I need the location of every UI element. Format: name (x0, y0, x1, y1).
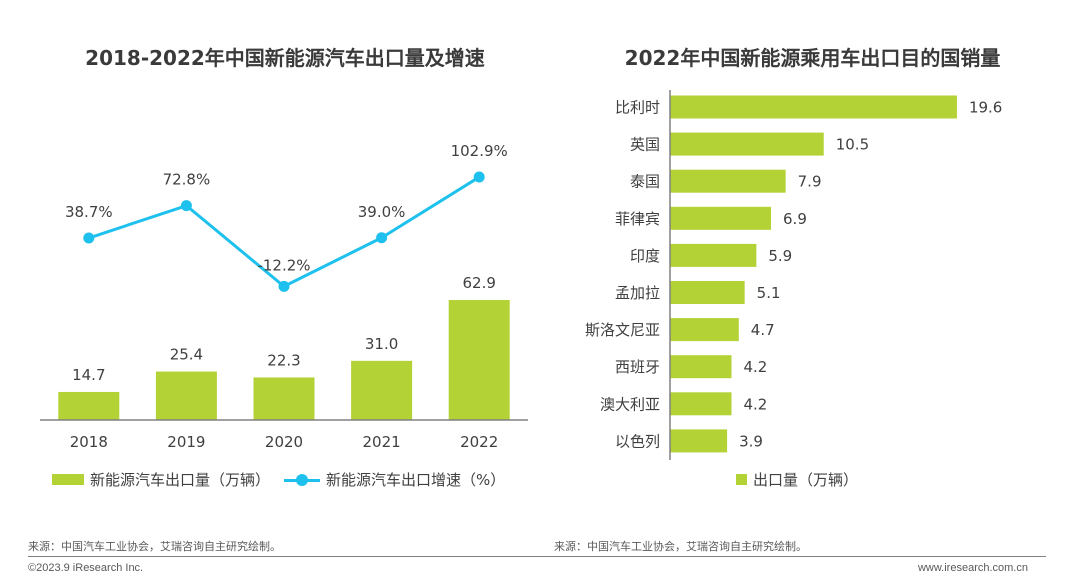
bar-2 (670, 169, 786, 193)
y-tick-label: 泰国 (630, 173, 660, 191)
bar-value-label-2022: 62.9 (462, 274, 495, 292)
y-tick-label: 印度 (630, 247, 660, 265)
bar-value-label: 4.2 (743, 358, 767, 376)
legend-line-label: 新能源汽车出口增速（%） (326, 471, 506, 489)
y-tick-label: 西班牙 (615, 358, 660, 376)
x-tick-label-2020: 2020 (265, 433, 303, 451)
x-tick-label-2018: 2018 (70, 433, 108, 451)
bar-2018 (58, 391, 120, 420)
bar-8 (670, 392, 732, 416)
bar-4 (670, 243, 757, 267)
bar-value-label: 5.1 (757, 284, 781, 302)
bar-value-label: 4.2 (743, 395, 767, 413)
left-legend: 新能源汽车出口量（万辆） 新能源汽车出口增速（%） (52, 469, 505, 490)
x-tick-label-2021: 2021 (363, 433, 401, 451)
bar-value-label: 10.5 (836, 136, 869, 154)
left-source-note: 来源：中国汽车工业协会，艾瑞咨询自主研究绘制。 (28, 541, 281, 553)
legend-bar-label: 新能源汽车出口量（万辆） (90, 471, 271, 489)
growth-value-label-2020: -12.2% (257, 256, 310, 274)
bar-value-label: 6.9 (783, 210, 807, 228)
growth-value-label-2021: 39.0% (358, 203, 406, 221)
growth-point-2020 (278, 280, 290, 292)
bar-2022 (448, 299, 510, 420)
y-tick-label: 英国 (630, 136, 660, 154)
growth-value-label-2022: 102.9% (451, 142, 508, 160)
bar-0 (670, 95, 957, 119)
growth-value-label-2019: 72.8% (163, 171, 211, 189)
bar-value-label: 19.6 (969, 99, 1002, 117)
footer-divider (28, 556, 1046, 557)
bar-5 (670, 281, 745, 304)
y-tick-label: 比利时 (615, 99, 660, 117)
legend-bar-swatch (52, 474, 84, 485)
bar-2021 (351, 360, 413, 420)
right-source-note: 来源：中国汽车工业协会，艾瑞咨询自主研究绘制。 (554, 541, 807, 553)
x-tick-label-2022: 2022 (460, 433, 498, 451)
y-tick-label: 孟加拉 (615, 284, 660, 302)
y-tick-label: 菲律宾 (615, 210, 660, 228)
bar-value-label-2019: 25.4 (170, 346, 203, 364)
growth-point-2019 (180, 200, 192, 212)
right-legend: 出口量（万辆） (736, 469, 858, 490)
bar-9 (670, 429, 728, 453)
bar-value-label: 7.9 (798, 173, 822, 191)
legend-bar-swatch (736, 474, 747, 485)
bar-2019 (155, 371, 217, 420)
bar-7 (670, 355, 732, 379)
bar-value-label: 3.9 (739, 432, 763, 450)
growth-value-label-2018: 38.7% (65, 203, 113, 221)
bar-value-label: 5.9 (768, 247, 792, 265)
y-tick-label: 斯洛文尼亚 (585, 321, 660, 339)
bar-value-label-2018: 14.7 (72, 366, 105, 384)
right-chart-title: 2022年中国新能源乘用车出口目的国销量 (624, 46, 1001, 70)
x-tick-label-2019: 2019 (167, 433, 205, 451)
left-chart-title: 2018-2022年中国新能源汽车出口量及增速 (85, 46, 485, 70)
copyright: ©2023.9 iResearch Inc. (28, 562, 144, 574)
y-tick-label: 澳大利亚 (600, 395, 660, 413)
bar-value-label: 4.7 (751, 321, 775, 339)
bar-3 (670, 206, 772, 230)
bar-value-label-2021: 31.0 (365, 335, 398, 353)
growth-point-2022 (473, 171, 485, 183)
bar-value-label-2020: 22.3 (267, 351, 300, 369)
y-tick-label: 以色列 (615, 432, 660, 450)
growth-point-2018 (83, 232, 95, 244)
growth-point-2021 (376, 232, 388, 244)
legend-line-swatch (284, 473, 321, 486)
bar-2020 (253, 377, 315, 420)
bar-6 (670, 318, 739, 342)
bar-1 (670, 132, 824, 156)
website: www.iresearch.com.cn (917, 562, 1028, 574)
legend-bar-label: 出口量（万辆） (753, 471, 859, 489)
